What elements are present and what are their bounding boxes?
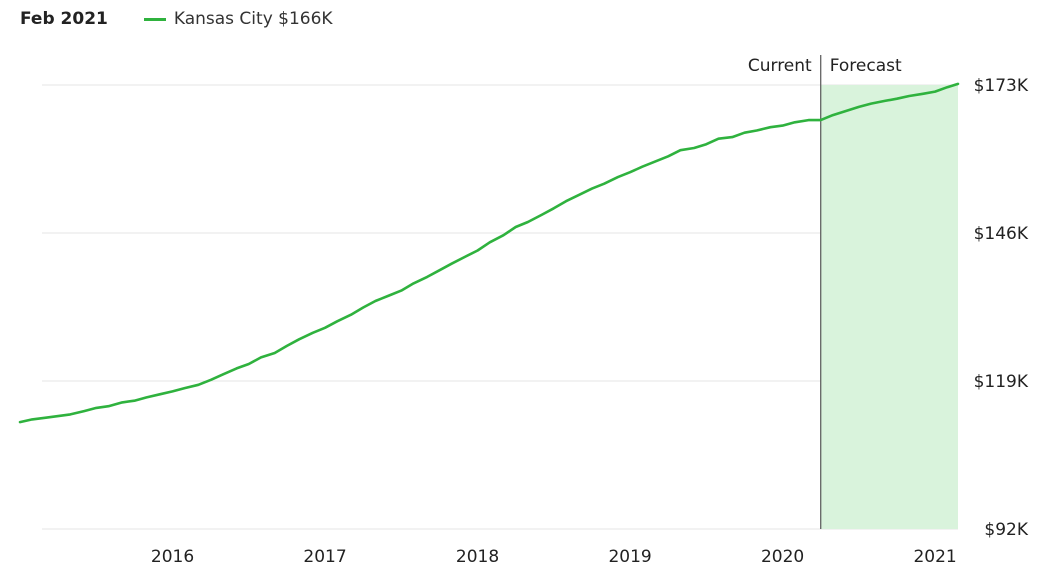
y-tick-label: $119K [974,372,1029,392]
legend-swatch [143,17,166,21]
period-label: Feb 2021 [20,9,108,29]
legend[interactable]: Kansas City $166K [143,9,333,29]
x-tick-label: 2017 [303,547,346,567]
forecast-band [820,85,958,529]
forecast-label: Forecast [830,56,902,76]
x-tick-label: 2016 [151,547,194,567]
series-line-kansas-city [18,82,960,424]
x-axis: 2016 2017 2018 2019 2020 2021 [151,547,957,567]
y-tick-label: $146K [974,224,1029,244]
x-tick-label: 2021 [913,547,956,567]
y-tick-label: $92K [984,520,1028,540]
series-layer [18,82,960,424]
x-tick-label: 2019 [608,547,651,567]
x-tick-label: 2018 [456,547,499,567]
current-label: Current [748,56,812,76]
x-tick-label: 2020 [761,547,804,567]
y-tick-label: $173K [974,76,1029,96]
gridlines [42,84,958,530]
legend-label: Kansas City $166K [173,9,333,29]
y-axis: $92K $119K $146K $173K [974,76,1029,540]
chart-header: Feb 2021 Kansas City $166K [20,5,333,33]
